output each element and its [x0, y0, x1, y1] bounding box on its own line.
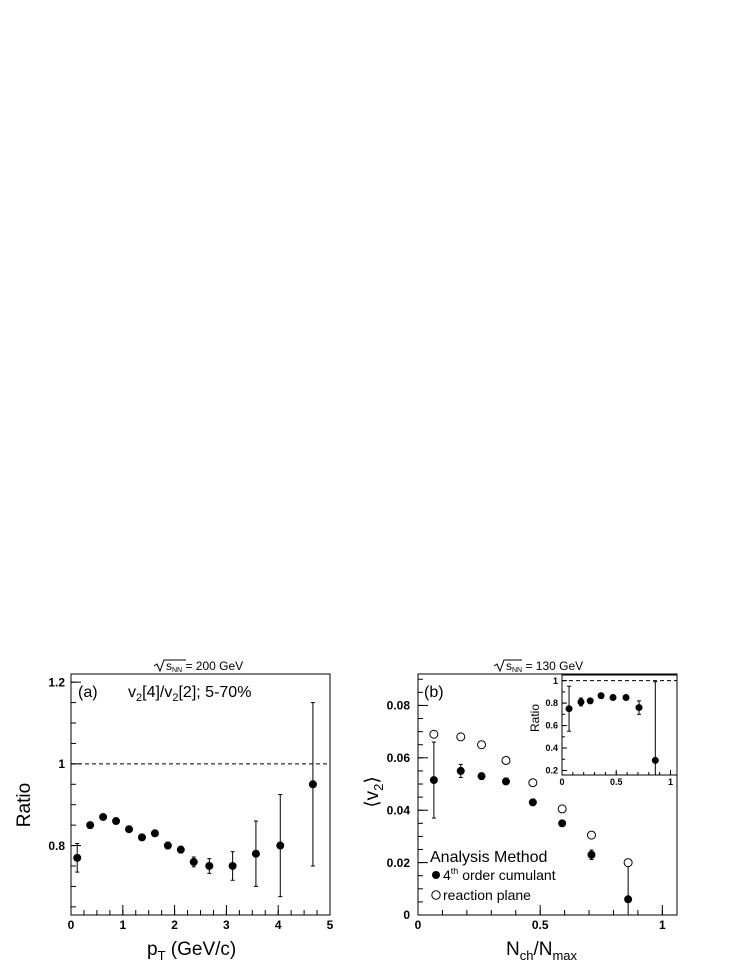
panel-b-point-filled: [477, 772, 486, 781]
panel-b-top-label: sNN = 130 GeV: [493, 659, 583, 674]
inset-plot-frame: [561, 674, 678, 776]
panel-a-x-tick-label: 0: [68, 918, 75, 932]
panel-a: sNN = 200 GeV 0 1 2 3 4 5 0.8 1 1.2 (a) v2[4]/v…: [14, 659, 334, 963]
panel-b-point-filled: [624, 895, 633, 904]
panel-b-label: (b): [424, 684, 444, 701]
panel-b-point-open: [429, 729, 439, 739]
panel-a-y-axis: 0.8 1 1.2: [48, 675, 81, 908]
panel-b-point-open: [623, 858, 633, 868]
inset-x-tick-label: 1: [668, 777, 673, 787]
inset-y-tick-label: 0.6: [545, 721, 558, 731]
panel-b-y-tick-label: 0: [403, 908, 410, 922]
panel-b-data-points: [429, 729, 633, 916]
panel-a-y-axis-title: Ratio: [14, 783, 35, 827]
panel-a-point-filled: [163, 841, 172, 850]
inset-y-axis-title: Ratio: [528, 704, 542, 732]
panel-a-y-tick-label: 0.8: [48, 839, 65, 853]
panel-a-y-tick-label: 1: [58, 757, 65, 771]
panel-b-point-open: [477, 740, 487, 750]
panel-b-point-filled: [558, 819, 567, 828]
sqrt-icon: [153, 659, 186, 673]
panel-b-legend: Analysis Method 4th order cumulant react…: [430, 849, 556, 903]
panel-a-energy-label: sNN = 200 GeV: [166, 659, 243, 674]
panel-a-label: (a): [78, 684, 98, 701]
panel-b-point-filled: [429, 776, 438, 785]
inset-point-filled: [577, 698, 585, 706]
panel-b-point-filled: [587, 850, 596, 859]
inset-y-tick-label: 0.4: [545, 743, 558, 753]
inset-point-filled: [597, 692, 605, 700]
panel-a-point-filled: [205, 861, 214, 870]
panel-b-y-tick-label: 0.02: [387, 856, 411, 870]
panel-b-x-axis-title: Nch/Nmax: [506, 939, 578, 963]
panel-b: sNN = 130 GeV 0 0.5 1 00.020.040.060.08 (b…: [362, 659, 678, 963]
panel-a-point-filled: [99, 812, 108, 821]
panel-a-data-points: [73, 702, 317, 898]
inset-y-tick-label: 0.2: [545, 766, 558, 776]
sqrt-icon: [493, 659, 522, 673]
legend-marker-open-circle: [431, 890, 441, 900]
inset-point-filled: [635, 704, 643, 712]
panel-b-point-open: [528, 778, 538, 788]
panel-a-annotation: v2[4]/v2[2]; 5-70%: [128, 684, 251, 704]
panel-a-x-axis-title: pT (GeV/c): [147, 939, 236, 963]
panel-a-point-filled: [112, 817, 121, 826]
panel-b-x-tick-label: 0: [415, 918, 422, 932]
panel-a-point-filled: [125, 825, 134, 834]
legend-marker-filled-circle: [432, 871, 440, 879]
panel-a-point-filled: [276, 841, 285, 850]
panel-b-y-axis-title: ⟨v2⟩: [362, 776, 386, 808]
panel-b-x-axis: 0 0.5 1: [415, 905, 666, 932]
panel-b-y-tick-label: 0.08: [387, 699, 411, 713]
inset-point-filled: [651, 756, 659, 764]
panel-a-x-tick-label: 3: [223, 918, 230, 932]
inset-point-filled: [622, 693, 630, 701]
panel-b-point-filled: [528, 798, 537, 807]
panel-b-x-tick-label: 1: [659, 918, 666, 932]
inset-point-filled: [586, 697, 594, 705]
panel-a-point-filled: [251, 849, 260, 858]
panel-b-point-filled: [501, 777, 510, 786]
panel-b-point-filled: [456, 766, 465, 775]
panel-b-inset: 0 0.5 1 0.2 0.4 0.6 0.8 1 Ratio: [528, 674, 678, 787]
inset-x-tick-label: 0.5: [610, 777, 623, 787]
panel-a-x-tick-label: 1: [119, 918, 126, 932]
panel-a-x-axis: 0 1 2 3 4 5: [68, 905, 334, 932]
panel-b-point-open: [586, 830, 596, 840]
inset-point-filled: [609, 693, 617, 701]
inset-x-tick-label: 0: [559, 777, 564, 787]
legend-item-cumulant: 4th order cumulant: [443, 866, 556, 883]
inset-y-tick-label: 0.8: [545, 698, 558, 708]
panel-b-y-axis: 0 0.02 0.04 0.06 0.08: [387, 678, 428, 922]
panel-b-point-open: [557, 804, 567, 814]
panel-a-x-tick-label: 5: [327, 918, 334, 932]
panel-a-top-label: sNN = 200 GeV: [153, 659, 243, 674]
panel-b-y-tick-label: 0.06: [387, 751, 411, 765]
legend-title: Analysis Method: [430, 849, 547, 866]
panel-b-point-open: [456, 732, 466, 742]
panel-a-point-filled: [228, 861, 237, 870]
panel-a-point-filled: [150, 829, 159, 838]
panel-b-plot-frame: [417, 673, 678, 916]
panel-b-point-open: [501, 755, 511, 765]
panel-a-x-tick-label: 2: [171, 918, 178, 932]
panel-b-y-tick-label: 0.04: [387, 803, 411, 817]
panel-a-x-tick-label: 4: [275, 918, 282, 932]
panel-a-point-filled: [189, 857, 198, 866]
panel-a-point-filled: [73, 853, 82, 862]
panel-a-point-filled: [86, 821, 95, 830]
panel-a-point-filled: [137, 833, 146, 842]
panel-a-point-filled: [176, 845, 185, 854]
legend-item-reaction-plane: reaction plane: [443, 887, 531, 903]
inset-y-tick-label: 1: [553, 676, 558, 686]
panel-b-x-tick-label: 0.5: [532, 918, 549, 932]
inset-y-axis: 0.2 0.4 0.6 0.8 1: [545, 676, 567, 776]
panel-a-y-tick-label: 1.2: [48, 675, 65, 689]
panel-a-point-filled: [308, 780, 317, 789]
inset-data-points: [565, 681, 659, 776]
inset-point-filled: [565, 705, 573, 713]
panel-a-plot-frame: [70, 673, 331, 916]
panel-b-energy-label: sNN = 130 GeV: [506, 659, 583, 674]
